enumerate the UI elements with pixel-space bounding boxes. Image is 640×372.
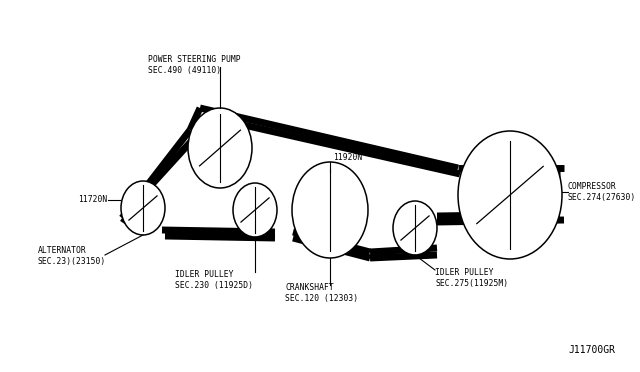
Text: COMPRESSOR
SEC.274(27630): COMPRESSOR SEC.274(27630)	[568, 182, 636, 202]
Text: 11920N: 11920N	[333, 154, 362, 163]
Ellipse shape	[292, 162, 368, 258]
Text: CRANKSHAFT
SEC.120 (12303): CRANKSHAFT SEC.120 (12303)	[285, 283, 358, 303]
Text: 11720N: 11720N	[78, 196, 108, 205]
Ellipse shape	[121, 181, 165, 235]
Text: J11700GR: J11700GR	[568, 345, 615, 355]
Ellipse shape	[233, 183, 277, 237]
Text: IDLER PULLEY
SEC.230 (11925D): IDLER PULLEY SEC.230 (11925D)	[175, 270, 253, 290]
Text: POWER STEERING PUMP
SEC.490 (49110): POWER STEERING PUMP SEC.490 (49110)	[148, 55, 241, 75]
Ellipse shape	[458, 131, 562, 259]
Text: ALTERNATOR
SEC.23)(23150): ALTERNATOR SEC.23)(23150)	[38, 246, 106, 266]
Text: IDLER PULLEY
SEC.275(11925M): IDLER PULLEY SEC.275(11925M)	[435, 268, 508, 288]
Ellipse shape	[188, 108, 252, 188]
Ellipse shape	[393, 201, 437, 255]
